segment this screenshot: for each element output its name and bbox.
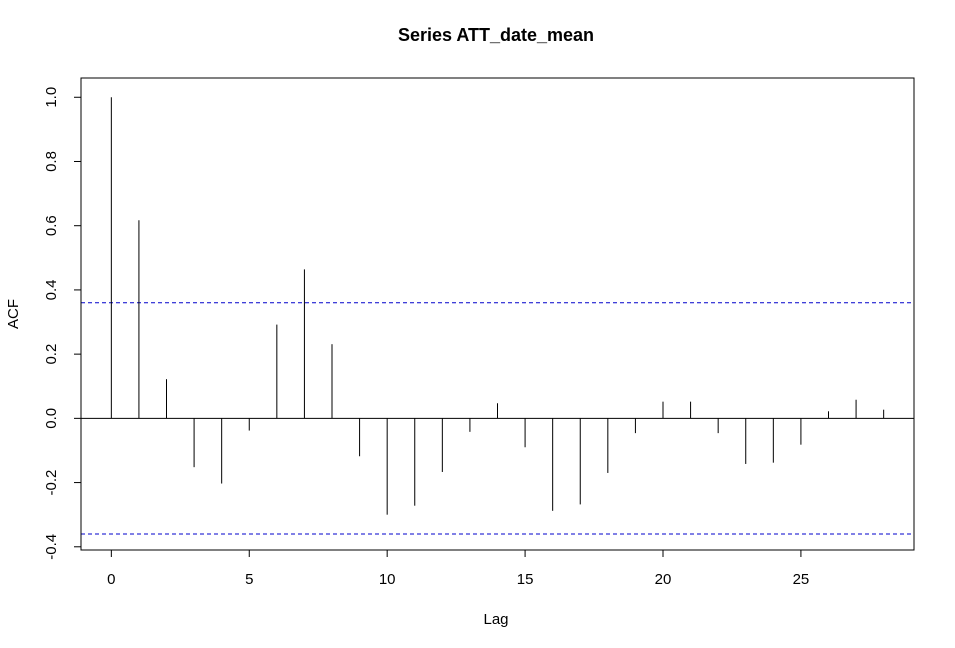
x-tick-label: 5 (245, 571, 253, 588)
y-tick-label: 1.0 (43, 87, 60, 108)
y-tick-label: -0.2 (43, 470, 60, 496)
plot-frame (80, 77, 915, 551)
x-tick-label: 25 (793, 571, 810, 588)
x-tick-label: 15 (517, 571, 534, 588)
y-tick-label: 0.8 (43, 151, 60, 172)
chart-title: Series ATT_date_mean (398, 25, 594, 45)
x-tick-label: 10 (379, 571, 396, 588)
y-tick-label: 0.2 (43, 344, 60, 365)
x-tick-label: 0 (107, 571, 115, 588)
y-tick-label: -0.4 (43, 534, 60, 560)
y-axis-label: ACF (5, 299, 22, 329)
x-axis-label: Lag (483, 611, 508, 628)
y-tick-label: 0.4 (43, 279, 60, 300)
x-tick-label: 20 (655, 571, 672, 588)
y-tick-label: 0.0 (43, 408, 60, 429)
y-tick-label: 0.6 (43, 215, 60, 236)
